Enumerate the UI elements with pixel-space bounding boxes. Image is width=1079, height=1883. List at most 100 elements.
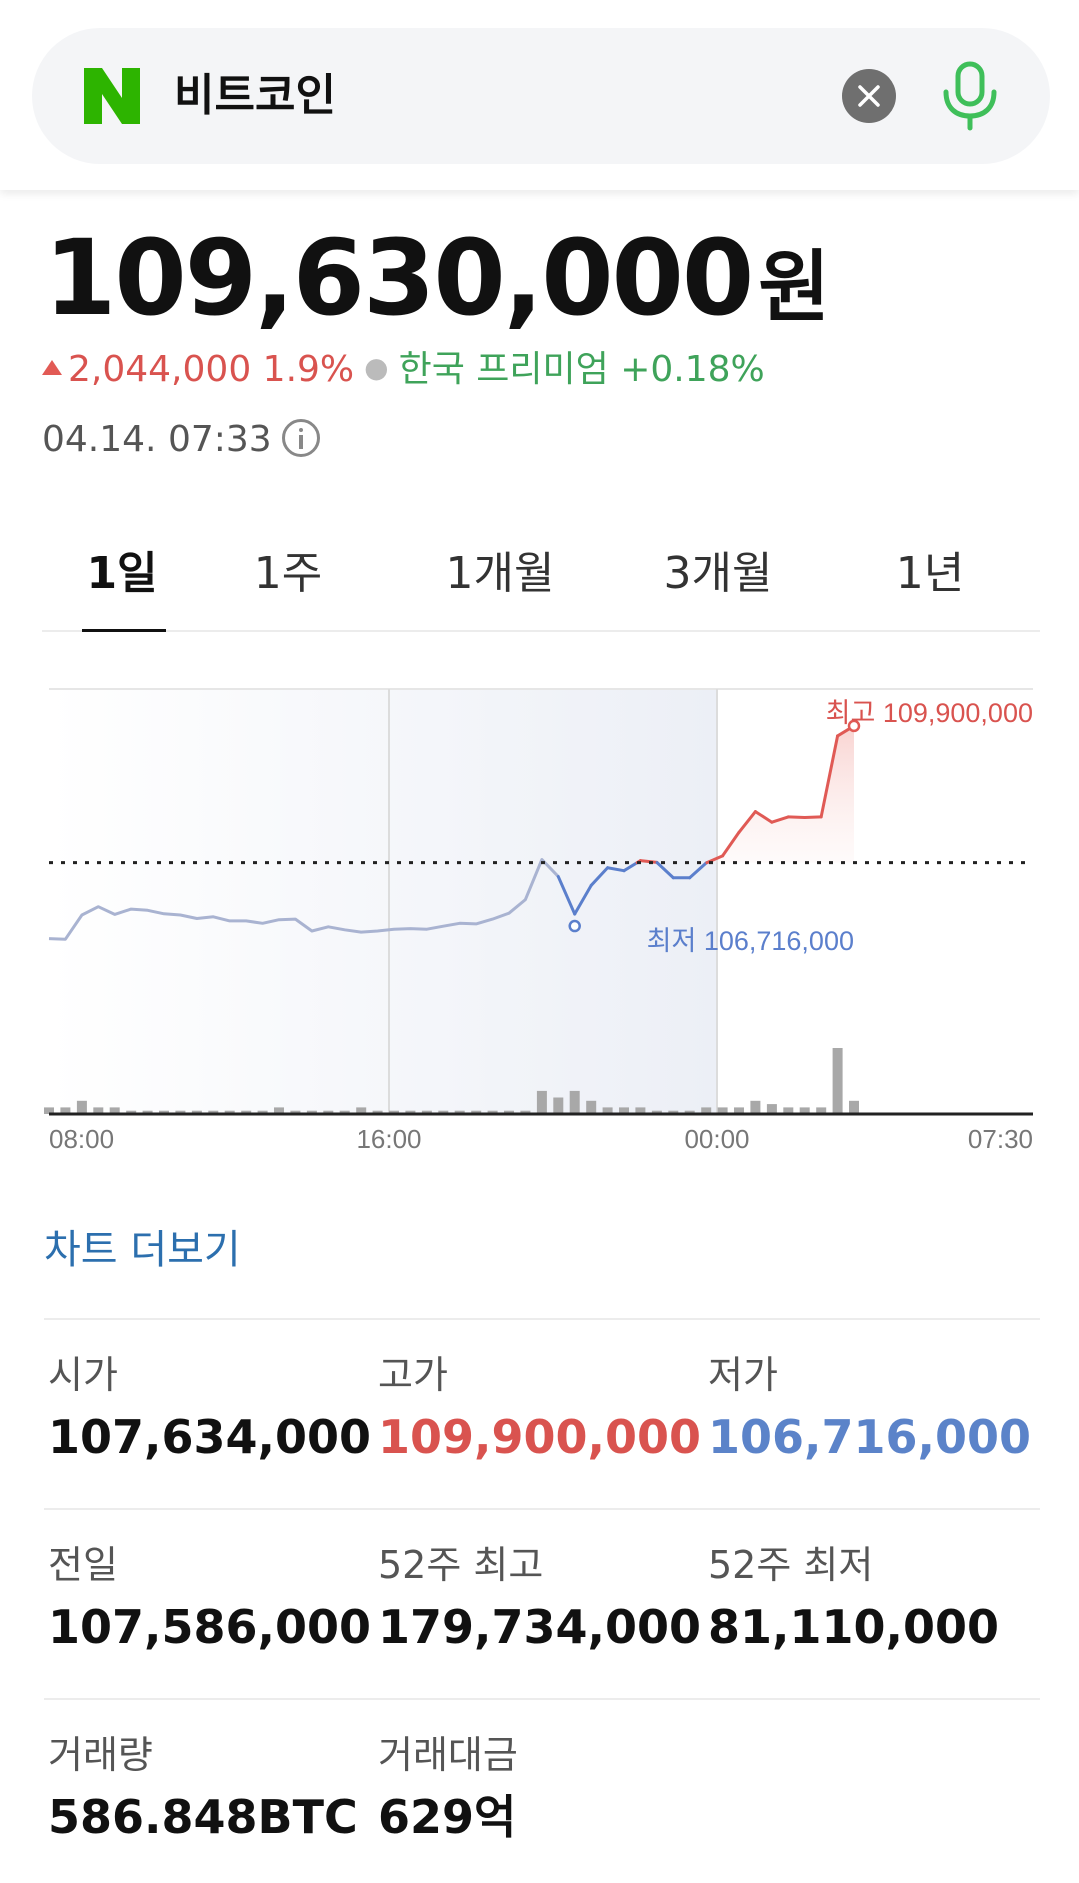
change-amount: 2,044,000 [68,349,252,390]
price-line-segment [589,866,610,887]
more-chart-link[interactable]: 차트 더보기 [44,1227,241,1273]
past-price-line [48,858,560,941]
low-label: 최저 106,716,000 [647,926,854,956]
price-line-segment [655,861,675,880]
volume-bar [142,1110,153,1114]
volume-bar [126,1110,137,1114]
search-input[interactable]: 비트코인 [174,70,336,121]
volume-bar [602,1107,613,1114]
volume-bar [257,1110,268,1114]
tab-1year[interactable]: 1년 [895,548,965,599]
volume-bar [553,1097,564,1114]
timestamp-row: 04.14. 07:33 [42,418,320,462]
volume-bar [76,1100,87,1114]
price-line-segment [622,861,639,873]
info-icon[interactable] [281,419,320,457]
stat-label: 거래량 [48,1733,153,1777]
price-line-segment [753,810,774,824]
volume-bar [224,1110,235,1114]
price-line-segment [786,815,807,819]
stats-row: 전일 107,586,000 52주 최고 179,734,000 52주 최저… [44,1508,1040,1698]
volume-bar [750,1100,761,1114]
stat-label: 전일 [48,1543,118,1587]
separator-dot: ● [364,351,389,384]
volume-bar [520,1110,531,1114]
stats-row: 시가 107,634,000 고가 109,900,000 저가 106,716… [44,1318,1040,1508]
close-icon [858,85,880,107]
tab-1month[interactable]: 1개월 [445,548,555,599]
volume-bar [799,1107,810,1114]
volume-bar [306,1110,317,1114]
volume-bar [832,1048,843,1114]
stat-value: 586.848BTC [48,1790,358,1844]
price-unit: 원 [758,243,830,333]
tab-1day[interactable]: 1일 [42,540,202,632]
stat-value: 109,900,000 [378,1410,702,1464]
volume-bar [241,1110,252,1114]
change-percent: 1.9% [262,349,355,390]
volume-bar [454,1110,465,1114]
volume-bar [389,1110,399,1114]
volume-bar [668,1110,679,1114]
high-label: 최고 109,900,000 [826,698,1033,728]
price-line-segment [803,815,823,819]
stat-label: 시가 [48,1353,118,1397]
microphone-icon[interactable] [938,60,1002,132]
volume-bar [109,1107,120,1114]
premium-value: +0.18% [620,349,765,390]
stat-label: 52주 최고 [378,1543,544,1587]
volume-bar [635,1107,646,1114]
stat-label: 고가 [378,1353,448,1397]
up-triangle-icon [42,360,62,375]
stat-volume: 거래량 586.848BTC [48,1730,358,1848]
volume-bar [651,1110,662,1114]
stat-value: 179,734,000 [378,1600,702,1654]
price-line-segment [819,734,840,819]
search-header: 비트코인 [0,0,1079,190]
x-tick-label: 08:00 [49,1124,114,1154]
volume-bar [356,1107,367,1114]
clear-search-button[interactable] [842,69,896,123]
volume-bar [339,1110,350,1114]
tab-3month[interactable]: 3개월 [663,548,773,599]
price-line-segment [573,883,593,916]
volume-bar [44,1107,54,1114]
price-change-row: 2,044,000 1.9% ● 한국 프리미엄 +0.18% [42,346,765,392]
price-line-segment [737,810,757,834]
stat-52week-high: 52주 최고 179,734,000 [378,1540,701,1658]
price-line-segment [688,861,708,880]
stat-label: 52주 최저 [708,1543,874,1587]
volume-bar [717,1107,728,1114]
volume-bar [372,1110,383,1114]
price-line-segment [638,859,659,864]
stat-trade-amount: 거래대금 629억 [378,1730,518,1848]
stats-row: 거래량 586.848BTC 거래대금 629억 [44,1698,1040,1883]
stat-open: 시가 107,634,000 [48,1350,371,1468]
volume-bar [816,1107,827,1114]
volume-bar [586,1100,597,1114]
x-tick-label: 00:00 [684,1124,749,1154]
volume-bar [191,1110,202,1114]
volume-bar [619,1107,629,1114]
volume-bar [290,1110,301,1114]
price-line-segment [721,830,741,858]
price-line-segment [606,866,626,873]
volume-bar [783,1107,794,1114]
price-chart-svg: 최고 109,900,000 최저 106,716,000 08:00 16:0… [44,688,1033,1154]
price-value: 109,630,000 [44,217,754,339]
search-bar[interactable]: 비트코인 [32,28,1050,164]
volume-bar [766,1104,777,1114]
stat-52week-low: 52주 최저 81,110,000 [708,1540,999,1658]
volume-bar [93,1107,104,1114]
volume-bar [504,1110,514,1114]
tab-1week[interactable]: 1주 [253,548,323,599]
price-chart[interactable]: 최고 109,900,000 최저 106,716,000 08:00 16:0… [42,680,1040,1160]
volume-bar [421,1110,432,1114]
naver-logo-icon[interactable] [82,66,142,126]
stat-value: 629억 [378,1790,517,1844]
volume-bar [471,1110,482,1114]
stat-value: 81,110,000 [708,1600,1000,1654]
x-tick-label: 07:30 [968,1124,1033,1154]
stat-value: 106,716,000 [708,1410,1032,1464]
past-session-shade [49,689,717,1114]
